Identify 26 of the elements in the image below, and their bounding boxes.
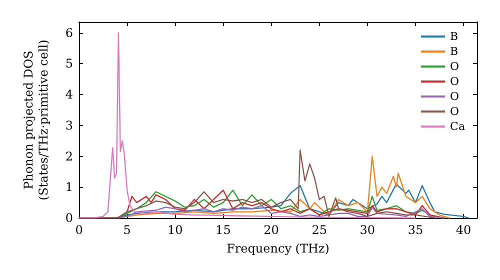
y-tick-label: 3: [65, 118, 73, 132]
x-tick-label: 40: [456, 223, 472, 237]
y-tick-label: 5: [65, 56, 73, 71]
y-tick-label: 1: [65, 180, 73, 194]
legend-label: O: [450, 90, 460, 103]
y-tick-label: 0: [65, 211, 73, 225]
y-tick-label: 6: [65, 26, 73, 40]
legend-label: O: [450, 60, 460, 73]
x-tick-label: 5: [123, 223, 131, 237]
legend-label: O: [450, 75, 460, 88]
legend-label: O: [450, 105, 460, 118]
x-axis-title: Frequency (THz): [226, 241, 330, 256]
line-series: [78, 32, 416, 219]
y-tick-label: 4: [65, 88, 74, 102]
x-tick-label: 15: [216, 223, 231, 237]
y-tick-label: 2: [65, 149, 73, 164]
x-tick-label: 25: [312, 223, 327, 237]
y-axis-title: Phonon projected DOS (States/THz·primitive cell): [22, 40, 50, 200]
legend-label: Ca: [450, 120, 466, 133]
x-tick-label: 0: [75, 223, 83, 237]
legend-label: B: [450, 45, 458, 58]
legend-label: B: [450, 30, 458, 43]
x-tick-label: 30: [360, 223, 376, 237]
x-tick-label: 20: [264, 223, 279, 237]
x-tick-label: 35: [408, 223, 424, 237]
x-tick-label: 10: [167, 223, 183, 237]
